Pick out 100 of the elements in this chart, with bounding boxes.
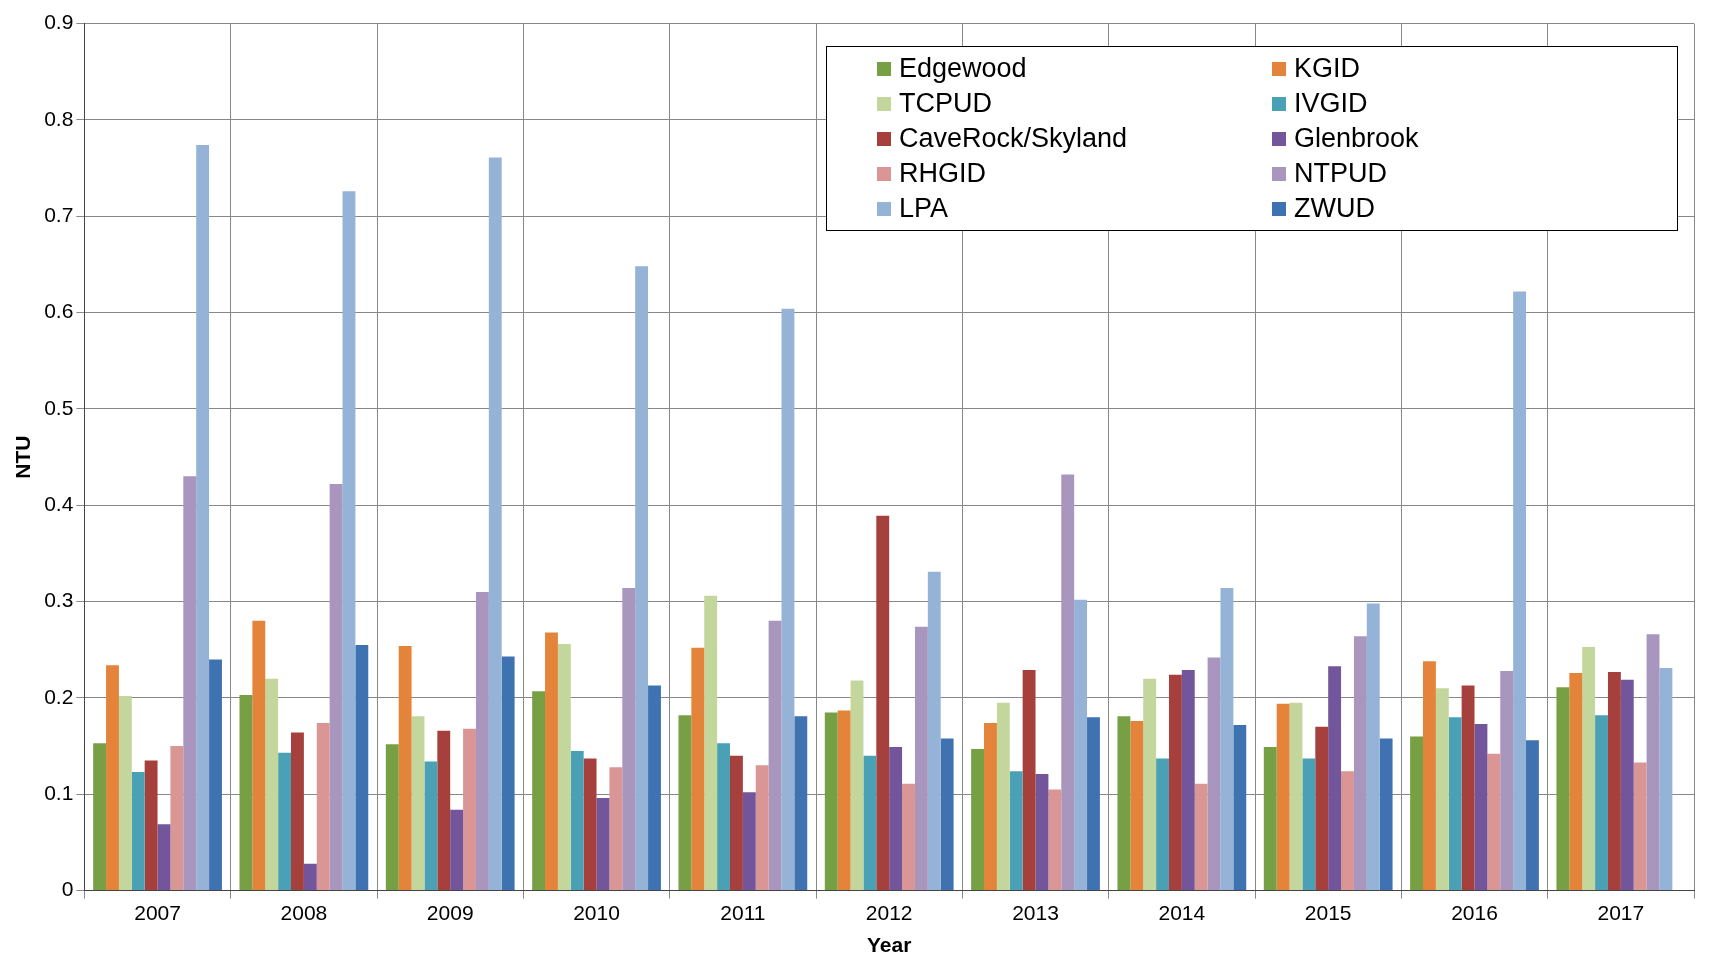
bar bbox=[609, 767, 623, 891]
bar bbox=[1233, 724, 1247, 891]
y-tick-label: 0.6 bbox=[44, 299, 74, 323]
y-tick-label: 0.4 bbox=[44, 492, 74, 516]
bar bbox=[1220, 588, 1234, 891]
legend-label: Glenbrook bbox=[1294, 123, 1419, 154]
bar bbox=[329, 484, 343, 891]
bar bbox=[1353, 636, 1367, 891]
legend-label: CaveRock/Skyland bbox=[899, 123, 1128, 154]
y-tick-label: 0.3 bbox=[44, 588, 74, 612]
bar bbox=[622, 588, 636, 891]
bar bbox=[450, 809, 464, 891]
bar bbox=[889, 747, 903, 891]
bar bbox=[1487, 753, 1501, 891]
bar bbox=[1448, 717, 1462, 891]
bar bbox=[1022, 670, 1036, 891]
bar bbox=[768, 620, 782, 891]
bar bbox=[914, 626, 928, 891]
y-tick-label: 0 bbox=[61, 877, 74, 901]
bar bbox=[583, 758, 597, 891]
bar bbox=[729, 755, 743, 891]
bar bbox=[131, 772, 145, 891]
bar bbox=[1130, 721, 1144, 891]
bar bbox=[1289, 702, 1303, 891]
y-axis-title: NTU bbox=[11, 435, 35, 479]
bar bbox=[385, 744, 399, 891]
bar bbox=[794, 716, 808, 891]
bar bbox=[1009, 771, 1023, 891]
bar bbox=[1276, 703, 1290, 891]
y-tick-label: 0.9 bbox=[44, 10, 74, 34]
bar bbox=[183, 476, 197, 891]
x-tick-label: 2015 bbox=[1304, 901, 1352, 924]
legend-label: RHGID bbox=[899, 158, 986, 189]
bar bbox=[196, 144, 210, 891]
bar bbox=[1646, 634, 1660, 891]
bar bbox=[118, 696, 132, 891]
bar bbox=[1379, 738, 1393, 891]
bar bbox=[398, 645, 412, 891]
bar bbox=[1341, 771, 1354, 891]
bar bbox=[876, 515, 890, 891]
bar bbox=[1582, 646, 1596, 891]
bar bbox=[1048, 789, 1062, 891]
bar bbox=[501, 656, 515, 891]
bar bbox=[475, 591, 489, 891]
bar bbox=[1607, 671, 1621, 891]
bar bbox=[996, 702, 1010, 891]
bar bbox=[1569, 672, 1583, 891]
bar bbox=[781, 308, 795, 891]
bar bbox=[239, 695, 253, 891]
bar bbox=[1181, 670, 1195, 891]
x-tick-label: 2013 bbox=[1012, 901, 1059, 924]
legend-label: NTPUD bbox=[1294, 158, 1387, 189]
bar bbox=[342, 191, 356, 891]
bar bbox=[209, 659, 222, 891]
x-tick-label: 2008 bbox=[280, 901, 328, 924]
legend-label: Edgewood bbox=[899, 53, 1027, 84]
y-tick-label: 0.5 bbox=[44, 395, 74, 419]
bar bbox=[863, 755, 877, 891]
bar bbox=[1302, 758, 1316, 891]
x-tick-label: 2016 bbox=[1451, 901, 1498, 924]
bar bbox=[1556, 687, 1570, 891]
bar bbox=[850, 680, 864, 891]
legend-label: TCPUD bbox=[899, 88, 992, 119]
bar bbox=[1435, 688, 1449, 891]
bar bbox=[1035, 774, 1049, 891]
bar bbox=[1500, 670, 1514, 891]
bar bbox=[265, 678, 279, 891]
bar bbox=[596, 798, 610, 891]
y-tick-label: 0.7 bbox=[44, 203, 74, 227]
bar bbox=[355, 644, 369, 891]
bar bbox=[635, 266, 649, 891]
bar bbox=[1513, 291, 1527, 891]
y-tick-label: 0.1 bbox=[44, 781, 74, 805]
bar bbox=[316, 722, 330, 891]
bar bbox=[1168, 674, 1182, 891]
bar bbox=[1117, 716, 1131, 891]
x-tick-label: 2011 bbox=[720, 901, 766, 924]
bar bbox=[1207, 657, 1221, 891]
bar bbox=[1461, 685, 1475, 891]
bar bbox=[424, 761, 438, 891]
bar bbox=[1194, 783, 1208, 891]
bar bbox=[837, 710, 851, 891]
bar bbox=[1328, 666, 1342, 891]
legend-label: KGID bbox=[1294, 53, 1361, 84]
bar bbox=[1143, 678, 1157, 891]
bar bbox=[488, 157, 502, 891]
bar bbox=[570, 750, 584, 891]
y-tick-label: 0.8 bbox=[44, 106, 74, 130]
bar bbox=[742, 792, 756, 891]
bar bbox=[291, 732, 304, 891]
bar bbox=[902, 783, 915, 891]
bar bbox=[1595, 715, 1608, 891]
bar bbox=[252, 620, 266, 891]
bar bbox=[648, 685, 661, 891]
x-axis-title: Year bbox=[867, 933, 912, 957]
bar bbox=[1423, 661, 1436, 891]
y-tick-label: 0.2 bbox=[44, 684, 74, 708]
bar bbox=[1410, 736, 1423, 891]
bar bbox=[545, 632, 558, 891]
bar bbox=[1061, 474, 1075, 891]
